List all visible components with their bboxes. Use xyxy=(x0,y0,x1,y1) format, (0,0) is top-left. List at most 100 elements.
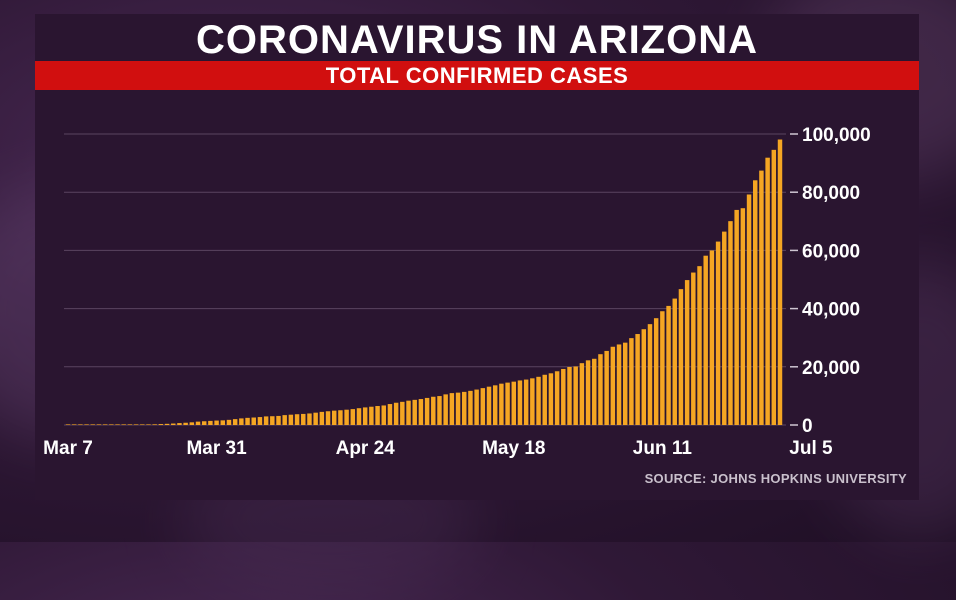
bar xyxy=(753,180,758,425)
bar xyxy=(177,423,182,425)
bar xyxy=(65,424,71,425)
bar xyxy=(746,194,752,425)
y-tick-label: 0 xyxy=(802,416,813,437)
bar xyxy=(672,298,677,425)
bar-chart: 0 20,000 40,000 60,000 80,000 100,000 Mar 7 Mar… xyxy=(43,125,871,459)
bar xyxy=(140,424,145,425)
bar xyxy=(90,424,95,425)
bar xyxy=(102,424,108,425)
bar xyxy=(499,383,504,425)
bar xyxy=(622,342,628,425)
bar xyxy=(350,409,356,425)
bar xyxy=(598,354,603,425)
bar xyxy=(449,393,455,425)
bar xyxy=(301,413,306,425)
x-tick-label: Apr 24 xyxy=(336,438,396,459)
chart-panel: CORONAVIRUS IN ARIZONA TOTAL CONFIRMED C… xyxy=(35,14,919,500)
bar xyxy=(362,407,368,425)
x-tick-label: Jul 5 xyxy=(789,438,833,459)
bar xyxy=(294,414,300,425)
bar xyxy=(338,410,343,425)
bar xyxy=(96,424,102,425)
chart-subtitle: TOTAL CONFIRMED CASES xyxy=(325,63,629,88)
bar xyxy=(771,149,777,425)
bar xyxy=(505,382,510,425)
bar xyxy=(400,401,405,425)
bar xyxy=(276,415,281,425)
bar xyxy=(282,415,287,425)
bar xyxy=(115,424,120,425)
bar xyxy=(684,280,690,425)
bar xyxy=(455,392,461,425)
bar xyxy=(678,289,684,425)
bar xyxy=(765,157,770,425)
bar xyxy=(653,318,659,425)
bar xyxy=(356,408,362,425)
x-tick-label: Jun 11 xyxy=(633,438,693,459)
bar xyxy=(554,371,560,425)
bar xyxy=(424,397,430,425)
bar xyxy=(474,389,479,425)
x-tick-label: Mar 31 xyxy=(186,438,247,459)
bar xyxy=(152,424,157,425)
bar xyxy=(734,209,739,425)
bar xyxy=(71,424,77,425)
bar xyxy=(530,378,535,425)
bar xyxy=(703,255,708,425)
bar xyxy=(270,416,275,425)
bar xyxy=(523,379,529,425)
bar xyxy=(697,266,702,425)
bar xyxy=(195,421,201,425)
bar xyxy=(214,420,219,425)
bar xyxy=(319,411,325,425)
bar xyxy=(616,344,622,425)
bar xyxy=(561,368,566,425)
bar xyxy=(245,417,250,425)
bar xyxy=(406,400,411,425)
bar xyxy=(232,419,238,425)
bar xyxy=(511,381,517,425)
bar xyxy=(709,250,715,425)
bar xyxy=(592,358,597,425)
y-tick-label: 80,000 xyxy=(802,183,860,204)
bar xyxy=(263,416,269,425)
bar xyxy=(369,406,374,425)
bar xyxy=(307,413,312,425)
bar xyxy=(740,208,746,425)
bar xyxy=(437,396,442,425)
bar xyxy=(480,388,486,425)
bar xyxy=(313,412,318,425)
y-tick-label: 100,000 xyxy=(802,125,871,146)
bar xyxy=(579,363,585,425)
bar xyxy=(288,414,294,425)
chart-subtitle-banner: TOTAL CONFIRMED CASES xyxy=(35,61,919,90)
bar xyxy=(208,420,213,425)
bar xyxy=(492,385,498,425)
bar xyxy=(635,334,640,425)
x-tick-label: Mar 7 xyxy=(43,438,93,459)
bar xyxy=(220,420,226,425)
y-tick-label: 60,000 xyxy=(802,241,860,262)
bar xyxy=(548,373,554,425)
bar xyxy=(325,411,331,425)
bar xyxy=(728,221,733,425)
bar xyxy=(251,417,256,425)
bar xyxy=(393,402,399,425)
bar xyxy=(171,423,176,425)
bar xyxy=(84,424,89,425)
bar xyxy=(189,422,195,425)
bar xyxy=(759,170,764,425)
bar xyxy=(715,241,721,425)
bar xyxy=(418,399,424,425)
bar xyxy=(722,231,727,425)
bar xyxy=(443,394,448,425)
chart-title: CORONAVIRUS IN ARIZONA xyxy=(196,18,758,62)
bar xyxy=(146,424,151,425)
bar xyxy=(585,360,591,425)
bar xyxy=(777,139,783,425)
bar xyxy=(567,366,572,425)
bar xyxy=(183,422,188,425)
bar xyxy=(660,311,665,425)
bar xyxy=(610,346,616,425)
bar xyxy=(517,380,523,425)
